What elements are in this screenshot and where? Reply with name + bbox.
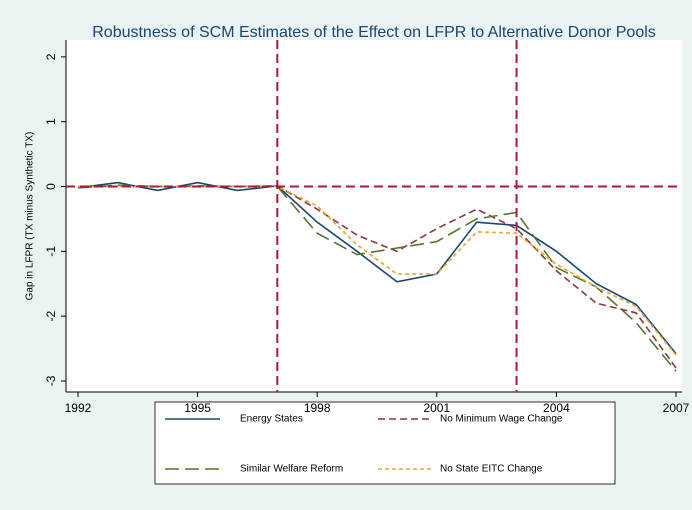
legend-label: No Minimum Wage Change [440, 414, 563, 425]
y-tick-label: 0 [44, 183, 58, 190]
y-axis-label: Gap in LFPR (TX minus Synthetic TX) [25, 132, 36, 301]
y-tick-label: 2 [44, 53, 58, 60]
x-tick-label: 2001 [423, 401, 450, 415]
x-tick-label: 1992 [65, 401, 92, 415]
x-tick-label: 2007 [663, 401, 690, 415]
y-tick-label: 1 [44, 118, 58, 125]
legend [154, 401, 616, 485]
x-tick-label: 1995 [184, 401, 211, 415]
series-line [77, 185, 677, 356]
x-tick-label: 2004 [543, 401, 570, 415]
x-tick-label: 1998 [304, 401, 331, 415]
y-tick-label: -2 [44, 310, 58, 321]
y-tick-label: -1 [44, 246, 58, 257]
legend-label: No State EITC Change [440, 464, 543, 475]
series-line [77, 184, 677, 372]
plot-area [66, 40, 682, 392]
y-tick-label: -3 [44, 375, 58, 386]
legend-label: Similar Welfare Reform [240, 464, 343, 475]
legend-label: Energy States [240, 414, 303, 425]
chart-title: Robustness of SCM Estimates of the Effec… [92, 24, 656, 41]
